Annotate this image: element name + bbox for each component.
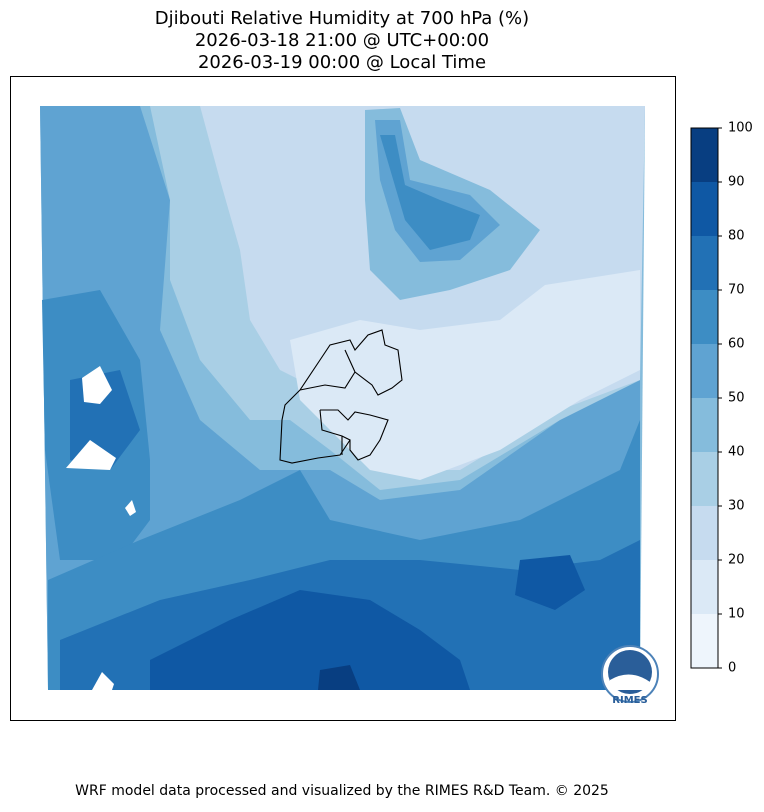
- colorbar-tick-label: 30: [728, 499, 745, 514]
- colorbar-tick-label: 50: [728, 391, 745, 406]
- colorbar-tick-label: 70: [728, 283, 745, 298]
- humidity-contour: [318, 665, 360, 690]
- country-border: [299, 371, 356, 391]
- title-line: 2026-03-19 00:00 @ Local Time: [198, 52, 486, 73]
- colorbar-tick-label: 90: [728, 175, 745, 190]
- colorbar-bin: [691, 560, 718, 614]
- title-line: 2026-03-18 21:00 @ UTC+00:00: [195, 30, 489, 51]
- colorbar-bin: [691, 344, 718, 398]
- humidity-contour: [150, 590, 470, 690]
- colorbar-tick-label: 40: [728, 445, 745, 460]
- map-frame: [10, 76, 676, 721]
- colorbar-tick-label: 20: [728, 553, 745, 568]
- footer: WRF model data processed and visualized …: [75, 783, 609, 799]
- humidity-contour: [66, 440, 116, 470]
- colorbar-bin: [691, 128, 718, 182]
- title-line: Djibouti Relative Humidity at 700 hPa (%…: [155, 8, 529, 29]
- colorbar-tick-label: 100: [728, 121, 753, 136]
- humidity-contour: [380, 135, 480, 250]
- country-border: [320, 409, 389, 461]
- colorbar-bin: [691, 452, 718, 506]
- logo-text: RIMES: [612, 695, 647, 706]
- country-border: [279, 389, 351, 464]
- colorbar-tick-label: 80: [728, 229, 745, 244]
- colorbar-bin: [691, 182, 718, 236]
- colorbar-bin: [691, 506, 718, 560]
- logo-wave: [610, 674, 650, 690]
- humidity-contour: [82, 366, 112, 404]
- colorbar: 0 10 20 30 40 50 60 70 80 90 100: [690, 121, 753, 676]
- humidity-contour: [92, 672, 114, 690]
- colorbar-bin: [691, 398, 718, 452]
- map: RIMES: [40, 106, 659, 706]
- colorbar-bin: [691, 290, 718, 344]
- humidity-contour: [125, 500, 136, 516]
- colorbar-tick-label: 0: [728, 661, 736, 676]
- humidity-contour: [290, 270, 640, 480]
- colorbar-bin: [691, 236, 718, 290]
- humidity-contour: [515, 555, 585, 610]
- colorbar-tick-label: 10: [728, 607, 745, 622]
- colorbar-bin: [691, 614, 718, 668]
- colorbar-tick-label: 60: [728, 337, 745, 352]
- country-border: [299, 329, 403, 396]
